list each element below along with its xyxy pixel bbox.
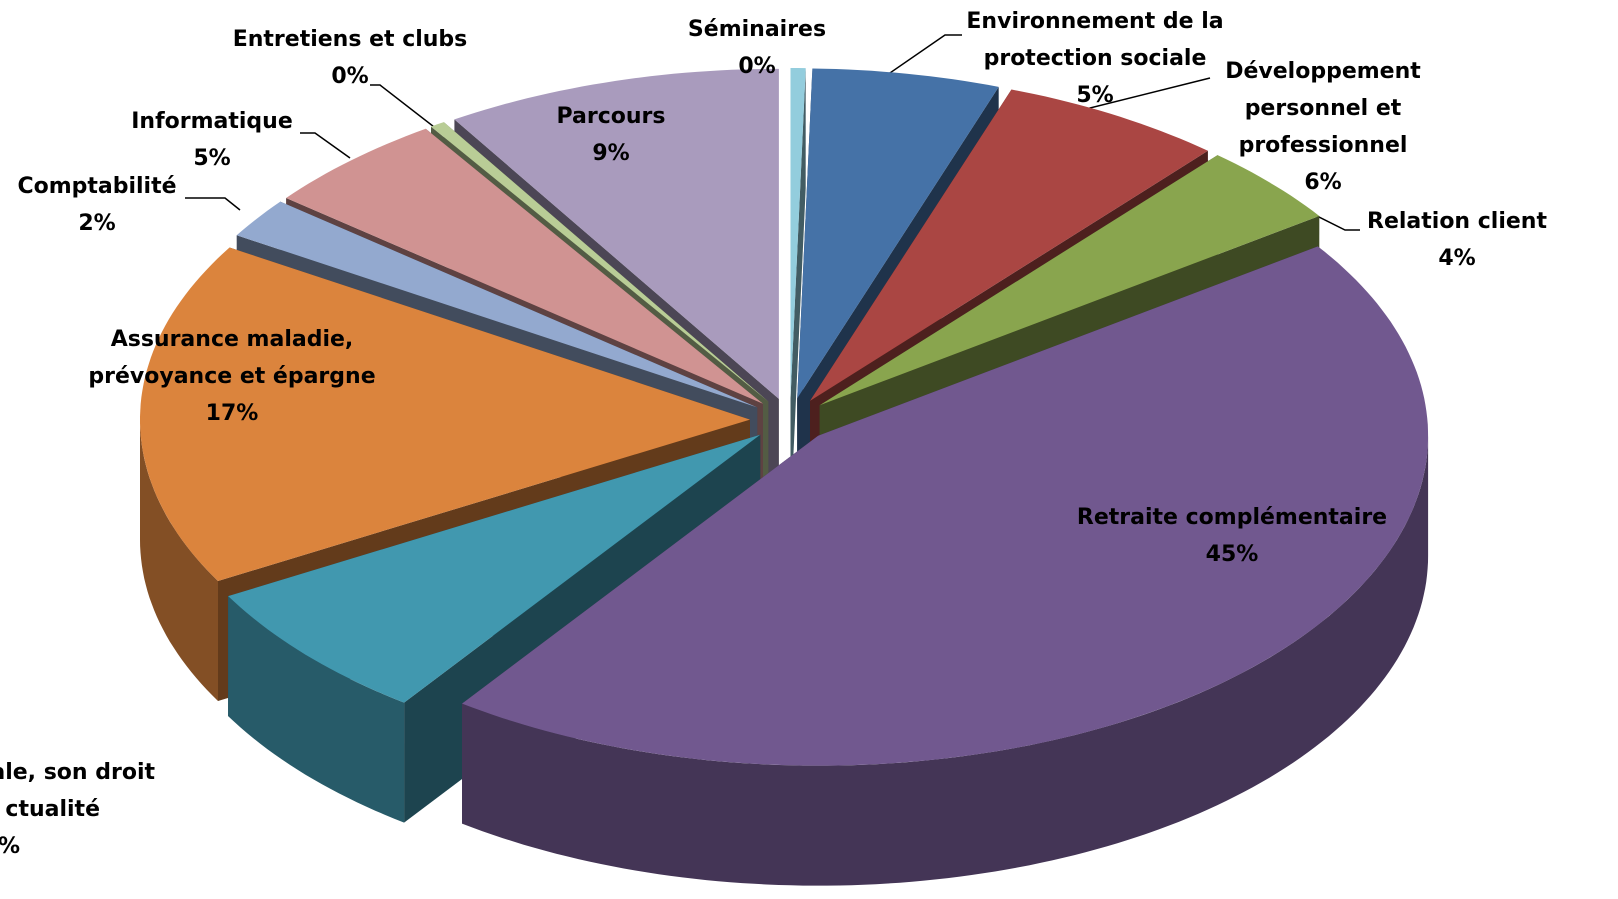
slice: [790, 68, 806, 398]
slice-label: Séminaires: [688, 17, 826, 42]
label-line: prévoyance et épargne: [88, 364, 375, 389]
slice-value-label: 0%: [331, 64, 368, 89]
slice-walls: [140, 419, 1429, 886]
leader-line: [370, 84, 439, 131]
slice: [454, 68, 779, 399]
slice-value-label: 0%: [738, 54, 775, 79]
slice-value-label: 9%: [592, 141, 629, 166]
slice-value-label: 5%: [193, 146, 230, 171]
label-line: professionnel: [1239, 133, 1408, 158]
slice: [819, 155, 1320, 406]
slice-label: Comptabilité: [17, 174, 176, 199]
label-line: Assurance maladie,: [111, 327, 354, 352]
slice-value-label: 4%: [1438, 246, 1475, 271]
label-line: Entretiens et clubs: [233, 27, 468, 52]
label-line: Comptabilité: [17, 174, 176, 199]
slice-value-label: 7%: [0, 834, 20, 859]
slice: [797, 68, 999, 399]
slice-label: Entretiens et clubs: [233, 27, 468, 52]
label-line: Environnement de la: [966, 9, 1223, 34]
slice-label: Assurance maladie, prévoyance et épargne: [88, 327, 375, 389]
slice-value-label: 2%: [78, 211, 115, 236]
slice-label: Développement personnel et professionnel: [1225, 59, 1421, 158]
slice-wall: [140, 419, 218, 701]
label-line: ale, son droit: [0, 760, 155, 785]
slice-wall: [228, 596, 405, 823]
slice-label: Retraite complémentaire: [1077, 505, 1387, 530]
slice: [228, 434, 761, 703]
slice-side: [790, 68, 806, 518]
slice-label: ale, son droit ctualité: [0, 760, 155, 822]
label-line: Relation client: [1367, 209, 1547, 234]
slice: [140, 247, 750, 581]
leader-line: [185, 197, 241, 211]
slice-label: Informatique: [131, 109, 293, 134]
slice-wall: [462, 435, 1429, 886]
label-line: Informatique: [131, 109, 293, 134]
slice: [810, 89, 1208, 401]
label-line: protection sociale: [984, 46, 1207, 71]
label-line: Retraite complémentaire: [1077, 505, 1387, 530]
label-line: Parcours: [557, 104, 666, 129]
label-line: Séminaires: [688, 17, 826, 42]
slice: [236, 201, 758, 408]
label-line: personnel et: [1245, 96, 1402, 121]
slice-value-label: 5%: [1076, 83, 1113, 108]
slice-value-label: 6%: [1304, 170, 1341, 195]
leader-line: [300, 132, 351, 159]
slice: [431, 122, 769, 402]
slice-value-label: 17%: [206, 401, 259, 426]
slice-label: Parcours: [557, 104, 666, 129]
slice-tops: [140, 68, 1429, 766]
slice: [462, 246, 1429, 766]
slice: [286, 128, 763, 404]
label-line: Développement: [1225, 59, 1421, 84]
slice-label: Relation client: [1367, 209, 1547, 234]
slice-label: Environnement de la protection sociale: [966, 9, 1223, 71]
slice-value-label: 45%: [1206, 542, 1259, 567]
label-line: ctualité: [5, 797, 100, 822]
